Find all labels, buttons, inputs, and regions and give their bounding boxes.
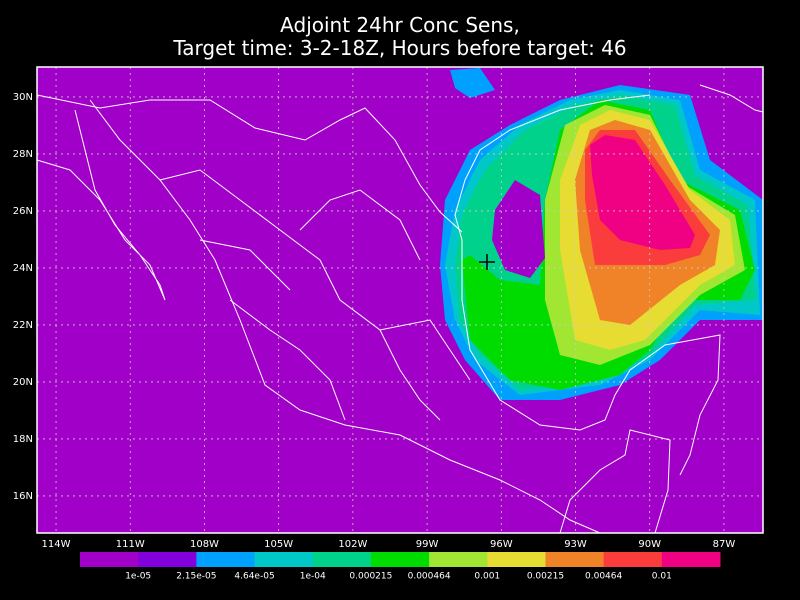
x-tick-label: 90W	[638, 539, 661, 550]
colorbar-label: 0.001	[474, 572, 500, 582]
colorbar-label: 0.01	[652, 572, 672, 582]
y-tick-label: 30N	[13, 92, 33, 103]
x-tick-label: 111W	[116, 539, 145, 550]
grid	[37, 67, 763, 533]
colorbar-box	[254, 552, 314, 567]
colorbar-box	[545, 552, 605, 567]
contour-fill	[590, 135, 695, 250]
contour-fill	[450, 68, 495, 98]
x-tick-label: 93W	[564, 539, 587, 550]
coastline	[454, 94, 721, 476]
x-tick-label: 108W	[190, 539, 219, 550]
coastline	[89, 99, 601, 534]
x-tick-label: 114W	[42, 539, 71, 550]
colorbar-box	[196, 552, 256, 567]
target-marker	[479, 254, 495, 270]
y-tick-label: 24N	[13, 263, 33, 274]
colorbar-label: 0.000464	[408, 572, 451, 582]
x-tick-label: 96W	[490, 539, 513, 550]
x-tick-label: 102W	[338, 539, 367, 550]
coastline	[36, 109, 166, 301]
title-line: Adjoint 24hr Conc Sens,	[280, 13, 520, 37]
y-tick-label: 18N	[13, 434, 33, 445]
coastlines	[36, 84, 764, 534]
border	[36, 94, 463, 233]
colorbar-label: 4.64e-05	[234, 572, 274, 582]
colorbar-box	[429, 552, 488, 567]
colorbar-label: 0.00464	[585, 572, 622, 582]
colorbar-box	[661, 552, 721, 567]
colorbar-label: 0.00215	[527, 572, 564, 582]
sensitivity-field	[37, 67, 763, 533]
map-frame	[36, 66, 764, 534]
y-tick-label: 28N	[13, 149, 33, 160]
x-tick-label: 105W	[264, 539, 293, 550]
colorbar-label: 1e-04	[300, 572, 326, 582]
x-tick-label: 99W	[416, 539, 439, 550]
colorbar-label: 0.000215	[349, 572, 392, 582]
title-line: Target time: 3-2-18Z, Hours before targe…	[172, 36, 626, 60]
border	[159, 169, 471, 421]
colorbar: 1e-05 2.15e-05 4.64e-05 1e-04 0.000215 0.0004…	[80, 552, 721, 582]
y-tick-label: 26N	[13, 206, 33, 217]
colorbar-box	[603, 552, 663, 567]
colorbar-box	[138, 552, 197, 567]
border	[559, 429, 671, 534]
colorbar-box	[80, 552, 139, 567]
y-tick-label: 16N	[13, 491, 33, 502]
x-tick-label: 87W	[713, 539, 736, 550]
colorbar-box	[487, 552, 546, 567]
colorbar-label: 1e-05	[125, 572, 151, 582]
contour-fill	[492, 180, 545, 278]
coastline	[699, 84, 764, 113]
colorbar-box	[312, 552, 372, 567]
colorbar-label: 2.15e-05	[176, 572, 216, 582]
y-tick-label: 22N	[13, 320, 33, 331]
colorbar-box	[370, 552, 430, 567]
y-tick-label: 20N	[13, 377, 33, 388]
